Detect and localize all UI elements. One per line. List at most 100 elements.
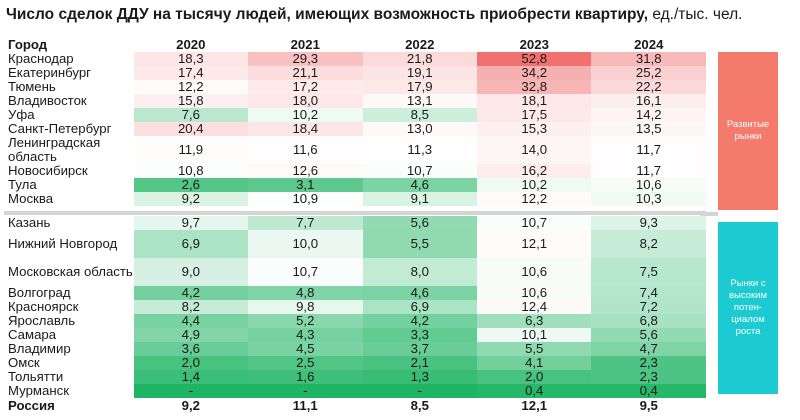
value-cell: 10,6: [477, 258, 592, 286]
header-year: 2023: [519, 38, 549, 52]
value-cell: 5,5: [477, 342, 592, 356]
value-cell: 2,1: [362, 356, 477, 370]
value-cell: 9,7: [133, 216, 249, 230]
value-cell: 9,2: [181, 398, 200, 413]
value-cell: 9,3: [591, 216, 706, 230]
value-cell: 1,4: [133, 370, 249, 384]
value-cell: 31,8: [591, 52, 706, 66]
value-cell: 12,1: [477, 230, 592, 258]
table-row: Уфа 7,6 10,2 8,5 17,5 14,2: [4, 108, 706, 122]
value-cell: 11,7: [591, 164, 706, 178]
value-cell: 0,4: [591, 384, 706, 398]
city-name: Красноярск: [8, 300, 79, 314]
value-cell: 12,2: [477, 192, 592, 206]
value-cell: 3,3: [362, 328, 477, 342]
value-cell: 17,2: [248, 80, 363, 94]
group-separator-extension: [700, 212, 718, 216]
header-year: 2022: [405, 38, 435, 52]
city-name: Самара: [8, 328, 57, 342]
table-row: Омск 2,0 2,5 2,1 4,1 2,3: [4, 356, 706, 370]
value-cell: 9,2: [133, 192, 249, 206]
table-row: Екатеринбург 17,4 21,1 19,1 34,2 25,2: [4, 66, 706, 80]
city-name: Московская область: [8, 264, 133, 279]
header-year: 2020: [176, 38, 206, 52]
table-row: Краснодар 18,3 29,3 21,8 52,8 31,8: [4, 52, 706, 66]
value-cell: 3,6: [133, 342, 249, 356]
value-cell: 7,7: [248, 216, 363, 230]
value-cell: 4,4: [133, 314, 249, 328]
value-cell: 18,0: [248, 94, 363, 108]
city-name: Тула: [8, 178, 37, 192]
value-cell: 7,6: [133, 108, 249, 122]
city-name: Краснодар: [8, 52, 74, 66]
developed-markets-label: Развитые рынки: [718, 52, 778, 210]
city-name: Волгоград: [8, 286, 71, 300]
value-cell: 4,7: [591, 342, 706, 356]
value-cell: 2,6: [133, 178, 249, 192]
table-row: Москва 9,2 10,9 9,1 12,2 10,3: [4, 192, 706, 206]
value-cell: 25,2: [591, 66, 706, 80]
value-cell: 6,9: [362, 300, 477, 314]
city-name: Новосибирск: [8, 164, 88, 178]
table-row: Московская область 9,0 10,7 8,0 10,6 7,5: [4, 258, 706, 286]
value-cell: 12,1: [521, 398, 548, 413]
potential-markets-label: Рынки с высоким потен- циалом роста: [718, 222, 778, 394]
table-row: Нижний Новгород 6,9 10,0 5,5 12,1 8,2: [4, 230, 706, 258]
city-name: Казань: [8, 216, 51, 230]
value-cell: 9,1: [362, 192, 477, 206]
value-cell: 13,5: [591, 122, 706, 136]
value-cell: 4,6: [362, 178, 477, 192]
value-cell: 4,2: [362, 314, 477, 328]
city-name: Ленинградская область: [8, 136, 101, 164]
value-cell: 8,2: [591, 230, 706, 258]
value-cell: 15,3: [477, 122, 592, 136]
value-cell: 16,1: [591, 94, 706, 108]
value-cell: 6,3: [477, 314, 592, 328]
value-cell: 10,8: [133, 164, 249, 178]
table-row: Тула 2,6 3,1 4,6 10,2 10,6: [4, 178, 706, 192]
city-name: Москва: [8, 192, 54, 206]
deals-table: Город 2020 2021 2022 2023 2024 Краснодар…: [4, 38, 706, 413]
value-cell: -: [362, 384, 477, 398]
header-year: 2024: [634, 38, 664, 52]
table-row: Тольятти 1,4 1,6 1,3 2,0 2,3: [4, 370, 706, 384]
city-name: Омск: [8, 356, 40, 370]
city-name: Россия: [8, 398, 55, 413]
value-cell: 10,7: [362, 164, 477, 178]
value-cell: 2,0: [477, 370, 592, 384]
value-cell: 4,6: [362, 286, 477, 300]
value-cell: 10,7: [248, 258, 363, 286]
value-cell: 21,8: [362, 52, 477, 66]
value-cell: 4,3: [248, 328, 363, 342]
value-cell: 10,6: [477, 286, 592, 300]
value-cell: 5,6: [591, 328, 706, 342]
city-name: Нижний Новгород: [8, 236, 118, 251]
table-row: Самара 4,9 4,3 3,3 10,1 5,6: [4, 328, 706, 342]
city-name: Ярославль: [8, 314, 76, 328]
table-row: Ярославль 4,4 5,2 4,2 6,3 6,8: [4, 314, 706, 328]
value-cell: 7,2: [591, 300, 706, 314]
value-cell: 12,6: [248, 164, 363, 178]
city-name: Екатеринбург: [8, 66, 91, 80]
value-cell: 6,8: [591, 314, 706, 328]
title-unit: ед./тыс. чел.: [648, 6, 743, 23]
value-cell: 11,3: [362, 136, 477, 164]
value-cell: 8,5: [410, 398, 429, 413]
table-header-row: Город 2020 2021 2022 2023 2024: [4, 38, 706, 52]
value-cell: 7,5: [591, 258, 706, 286]
group-separator: [4, 206, 706, 216]
value-cell: 34,2: [477, 66, 592, 80]
value-cell: -: [133, 384, 249, 398]
value-cell: 32,8: [477, 80, 592, 94]
table-row: Красноярск 8,2 9,8 6,9 12,4 7,2: [4, 300, 706, 314]
value-cell: 9,8: [248, 300, 363, 314]
value-cell: 10,6: [591, 178, 706, 192]
value-cell: 14,2: [591, 108, 706, 122]
value-cell: 6,9: [133, 230, 249, 258]
separator-line: [4, 210, 706, 215]
value-cell: 13,0: [362, 122, 477, 136]
value-cell: 5,2: [248, 314, 363, 328]
value-cell: 1,3: [362, 370, 477, 384]
value-cell: 2,5: [248, 356, 363, 370]
table-row: Казань 9,7 7,7 5,6 10,7 9,3: [4, 216, 706, 230]
